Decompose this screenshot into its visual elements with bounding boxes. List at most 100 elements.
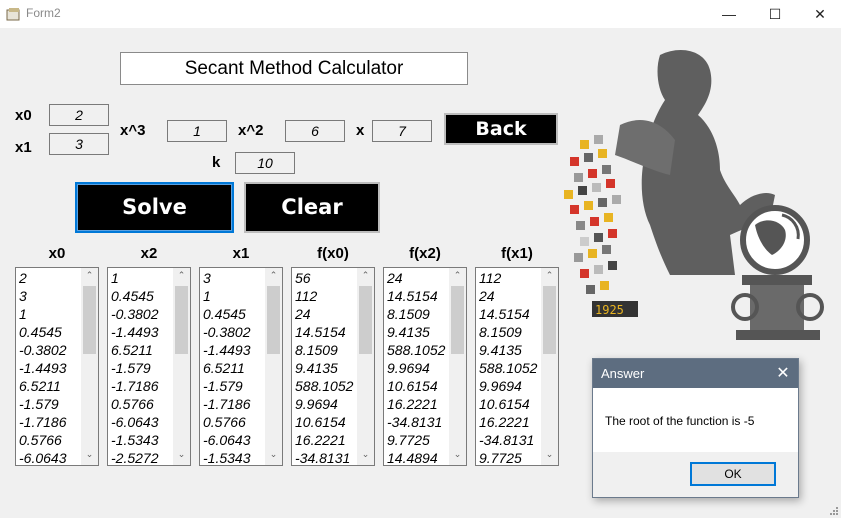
fx2-listbox[interactable]: 24 14.5154 8.1509 9.4135 588.1052 9.9694 10.61… — [383, 267, 467, 466]
list-item[interactable]: 1 — [111, 270, 119, 286]
list-item[interactable]: 24 — [479, 288, 495, 304]
scroll-thumb[interactable] — [359, 286, 372, 354]
scroll-down-icon[interactable]: ⌄ — [545, 449, 554, 459]
list-item[interactable]: 112 — [479, 270, 502, 286]
scrollbar[interactable]: ⌃ ⌄ — [357, 268, 374, 465]
list-item[interactable]: 9.9694 — [387, 360, 430, 376]
x0-listbox[interactable]: 2 3 1 0.4545 -0.3802 -1.4493 6.5211 -1.579 -1.71… — [15, 267, 99, 466]
scrollbar[interactable]: ⌃ ⌄ — [81, 268, 98, 465]
dialog-close-button[interactable]: ✕ — [772, 359, 794, 388]
scroll-up-icon[interactable]: ⌃ — [269, 270, 278, 280]
list-item[interactable]: 16.2221 — [387, 396, 438, 412]
list-item[interactable]: 9.7725 — [387, 432, 430, 448]
list-item[interactable]: 8.1509 — [479, 324, 522, 340]
list-item[interactable]: -1.4493 — [203, 342, 251, 358]
scrollbar[interactable]: ⌃ ⌄ — [173, 268, 190, 465]
list-item[interactable]: -34.8131 — [479, 432, 535, 448]
list-item[interactable]: 16.2221 — [295, 432, 346, 448]
scroll-thumb[interactable] — [175, 286, 188, 354]
fx1-listbox[interactable]: 112 24 14.5154 8.1509 9.4135 588.1052 9.9694 10… — [475, 267, 559, 466]
scroll-down-icon[interactable]: ⌄ — [453, 449, 462, 459]
list-item[interactable]: -1.7186 — [203, 396, 251, 412]
scroll-thumb[interactable] — [543, 286, 556, 354]
list-item[interactable]: -34.8131 — [387, 414, 443, 430]
list-item[interactable]: 24 — [387, 270, 403, 286]
maximize-button[interactable]: ☐ — [752, 0, 798, 28]
scrollbar[interactable]: ⌃ ⌄ — [449, 268, 466, 465]
list-item[interactable]: 14.4894 — [387, 450, 438, 466]
list-item[interactable]: 9.7725 — [479, 450, 522, 466]
scroll-up-icon[interactable]: ⌃ — [177, 270, 186, 280]
list-item[interactable]: 10.6154 — [479, 396, 530, 412]
list-item[interactable]: -6.0643 — [111, 414, 159, 430]
list-item[interactable]: -0.3802 — [111, 306, 159, 322]
list-item[interactable]: -1.4493 — [111, 324, 159, 340]
list-item[interactable]: 6.5211 — [203, 360, 245, 376]
solve-button[interactable]: Solve — [75, 182, 234, 233]
list-item[interactable]: -34.8131 — [295, 450, 351, 466]
scroll-up-icon[interactable]: ⌃ — [85, 270, 94, 280]
list-item[interactable]: -0.3802 — [19, 342, 67, 358]
list-item[interactable]: 588.1052 — [295, 378, 354, 394]
list-item[interactable]: 0.5766 — [19, 432, 62, 448]
list-item[interactable]: -1.579 — [111, 360, 151, 376]
list-item[interactable]: 1 — [19, 306, 27, 322]
list-item[interactable]: 8.1509 — [295, 342, 338, 358]
list-item[interactable]: 14.5154 — [387, 288, 438, 304]
list-item[interactable]: -1.579 — [19, 396, 59, 412]
fx0-listbox[interactable]: 56 112 24 14.5154 8.1509 9.4135 588.1052 9.9694… — [291, 267, 375, 466]
list-item[interactable]: -1.7186 — [111, 378, 159, 394]
list-item[interactable]: 16.2221 — [479, 414, 530, 430]
list-item[interactable]: 24 — [295, 306, 311, 322]
x3-coef-input[interactable]: 1 — [167, 120, 227, 142]
scroll-down-icon[interactable]: ⌄ — [177, 449, 186, 459]
list-item[interactable]: 112 — [295, 288, 318, 304]
list-item[interactable]: 10.6154 — [295, 414, 346, 430]
scroll-up-icon[interactable]: ⌃ — [361, 270, 370, 280]
list-item[interactable]: 588.1052 — [479, 360, 538, 376]
scrollbar[interactable]: ⌃ ⌄ — [541, 268, 558, 465]
list-item[interactable]: 0.4545 — [203, 306, 246, 322]
scroll-down-icon[interactable]: ⌄ — [269, 449, 278, 459]
list-item[interactable]: -0.3802 — [203, 324, 251, 340]
scroll-up-icon[interactable]: ⌃ — [545, 270, 554, 280]
list-item[interactable]: 0.4545 — [19, 324, 62, 340]
list-item[interactable]: 588.1052 — [387, 342, 446, 358]
list-item[interactable]: -1.7186 — [19, 414, 67, 430]
list-item[interactable]: -6.0643 — [19, 450, 67, 466]
list-item[interactable]: 6.5211 — [19, 378, 61, 394]
x2-listbox[interactable]: 1 0.4545 -0.3802 -1.4493 6.5211 -1.579 -1.7186… — [107, 267, 191, 466]
list-item[interactable]: 0.4545 — [111, 288, 154, 304]
list-item[interactable]: 9.9694 — [295, 396, 338, 412]
list-item[interactable]: 0.5766 — [111, 396, 154, 412]
list-item[interactable]: -2.5272 — [111, 450, 159, 466]
list-item[interactable]: 2 — [19, 270, 27, 286]
x2-coef-input[interactable]: 6 — [285, 120, 345, 142]
list-item[interactable]: 3 — [19, 288, 27, 304]
list-item[interactable]: 56 — [295, 270, 311, 286]
scroll-thumb[interactable] — [451, 286, 464, 354]
list-item[interactable]: -1.4493 — [19, 360, 67, 376]
minimize-button[interactable]: — — [706, 0, 752, 28]
x-coef-input[interactable]: 7 — [372, 120, 432, 142]
scroll-thumb[interactable] — [267, 286, 280, 354]
x1-listbox[interactable]: 3 1 0.4545 -0.3802 -1.4493 6.5211 -1.579 -1.718… — [199, 267, 283, 466]
list-item[interactable]: 8.1509 — [387, 306, 430, 322]
scroll-down-icon[interactable]: ⌄ — [85, 449, 94, 459]
list-item[interactable]: 6.5211 — [111, 342, 153, 358]
list-item[interactable]: 14.5154 — [479, 306, 530, 322]
list-item[interactable]: -1.579 — [203, 378, 243, 394]
scrollbar[interactable]: ⌃ ⌄ — [265, 268, 282, 465]
scroll-down-icon[interactable]: ⌄ — [361, 449, 370, 459]
list-item[interactable]: 9.4135 — [479, 342, 522, 358]
ok-button[interactable]: OK — [690, 462, 776, 486]
list-item[interactable]: 9.4135 — [387, 324, 430, 340]
list-item[interactable]: 0.5766 — [203, 414, 246, 430]
close-button[interactable]: ✕ — [797, 0, 841, 28]
clear-button[interactable]: Clear — [244, 182, 380, 233]
list-item[interactable]: 10.6154 — [387, 378, 438, 394]
list-item[interactable]: 9.9694 — [479, 378, 522, 394]
list-item[interactable]: 14.5154 — [295, 324, 346, 340]
x1-input[interactable]: 3 — [49, 133, 109, 155]
scroll-thumb[interactable] — [83, 286, 96, 354]
